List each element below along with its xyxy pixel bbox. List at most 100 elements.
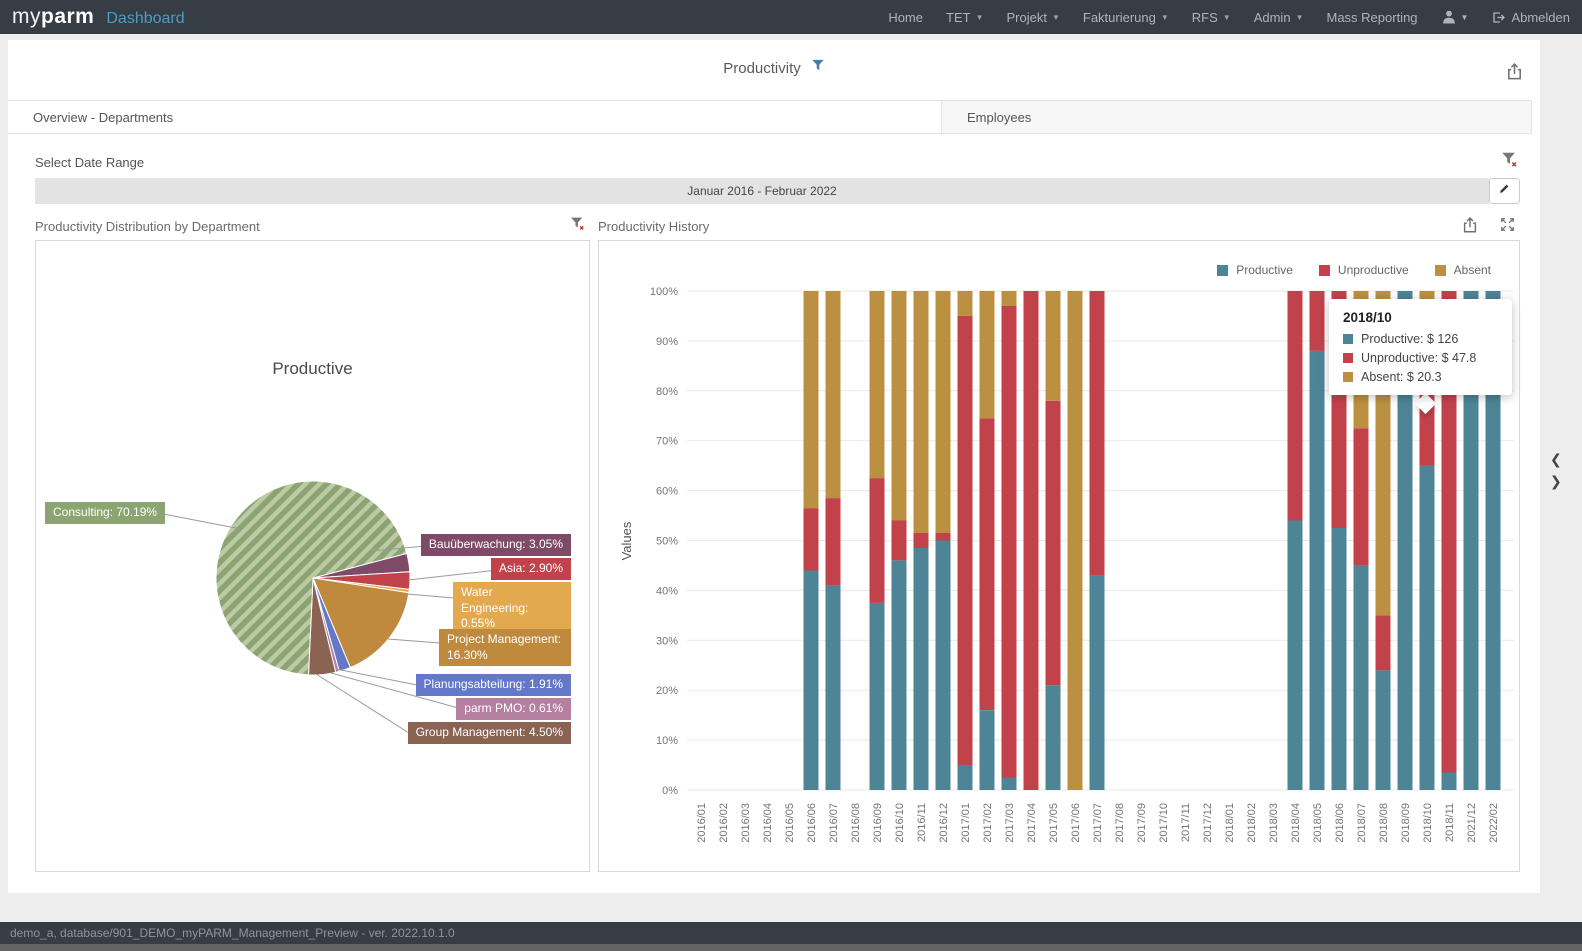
svg-text:2018/02: 2018/02 xyxy=(1246,803,1258,843)
chart-tooltip: 2018/10 Productive: $ 126 Unproductive: … xyxy=(1329,299,1512,395)
nav-item-projekt[interactable]: Projekt▼ xyxy=(1006,10,1059,25)
filter-clear-icon[interactable] xyxy=(569,216,586,237)
filter-clear-icon[interactable] xyxy=(1500,151,1519,174)
pie-panel: Productive Consulting: 70.19% Bauüb xyxy=(35,240,590,872)
svg-text:2018/10: 2018/10 xyxy=(1422,803,1434,843)
svg-text:2017/03: 2017/03 xyxy=(1004,803,1016,843)
caret-down-icon: ▼ xyxy=(976,13,984,22)
svg-text:2018/07: 2018/07 xyxy=(1356,803,1368,843)
tab-overview-departments[interactable]: Overview - Departments xyxy=(8,101,942,133)
logout-icon xyxy=(1491,10,1506,25)
logo-product-name: Dashboard xyxy=(106,10,184,28)
pie-label-bauueberwachung[interactable]: Bauüberwachung: 3.05% xyxy=(421,534,571,556)
nav-item-fakturierung[interactable]: Fakturierung▼ xyxy=(1083,10,1169,25)
pie-label-group-management[interactable]: Group Management: 4.50% xyxy=(408,722,571,744)
nav-item-admin[interactable]: Admin▼ xyxy=(1254,10,1304,25)
svg-text:2022/02: 2022/02 xyxy=(1488,803,1500,843)
side-pager: ❮ ❯ xyxy=(1550,452,1562,488)
tooltip-row-productive: Productive: $ 126 xyxy=(1343,332,1498,346)
edit-date-range-button[interactable] xyxy=(1489,178,1520,204)
date-range-input[interactable]: Januar 2016 - Februar 2022 xyxy=(35,178,1489,204)
svg-text:2018/08: 2018/08 xyxy=(1378,803,1390,843)
svg-text:2017/08: 2017/08 xyxy=(1114,803,1126,843)
svg-text:70%: 70% xyxy=(656,436,678,448)
chevron-right-icon[interactable]: ❯ xyxy=(1550,474,1562,488)
svg-text:20%: 20% xyxy=(656,685,678,697)
svg-text:2021/12: 2021/12 xyxy=(1466,803,1478,843)
svg-text:2016/02: 2016/02 xyxy=(718,803,730,843)
pie-label-project-management[interactable]: Project Management: 16.30% xyxy=(439,629,571,666)
svg-text:2018/04: 2018/04 xyxy=(1290,803,1302,843)
pencil-icon xyxy=(1498,182,1511,200)
svg-text:2016/11: 2016/11 xyxy=(916,803,928,842)
chevron-left-icon[interactable]: ❮ xyxy=(1550,452,1562,466)
caret-down-icon: ▼ xyxy=(1161,13,1169,22)
productive-swatch xyxy=(1343,334,1353,344)
share-icon[interactable] xyxy=(1505,62,1524,86)
user-menu[interactable]: ▼ xyxy=(1441,9,1469,25)
svg-text:2017/11: 2017/11 xyxy=(1180,803,1192,842)
absent-swatch xyxy=(1343,372,1353,382)
history-panel-title: Productivity History xyxy=(598,219,709,234)
svg-text:2017/07: 2017/07 xyxy=(1092,803,1104,843)
svg-text:30%: 30% xyxy=(656,635,678,647)
caret-down-icon: ▼ xyxy=(1296,13,1304,22)
history-panel: Productive Unproductive Absent 0%10%20%3… xyxy=(598,240,1520,872)
svg-text:50%: 50% xyxy=(656,536,678,548)
pie-label-planungsabteilung[interactable]: Planungsabteilung: 1.91% xyxy=(416,674,571,696)
svg-text:2017/01: 2017/01 xyxy=(960,803,972,843)
svg-text:2016/06: 2016/06 xyxy=(806,803,818,843)
svg-text:100%: 100% xyxy=(650,286,678,298)
svg-text:90%: 90% xyxy=(656,336,678,348)
nav-item-tet[interactable]: TET▼ xyxy=(946,10,983,25)
svg-text:2017/12: 2017/12 xyxy=(1202,803,1214,843)
svg-text:2016/12: 2016/12 xyxy=(938,803,950,843)
svg-text:2017/06: 2017/06 xyxy=(1070,803,1082,843)
svg-text:2016/05: 2016/05 xyxy=(784,803,796,843)
nav-item-mass-reporting[interactable]: Mass Reporting xyxy=(1326,10,1417,25)
bottom-strip xyxy=(0,944,1582,951)
pie-label-consulting[interactable]: Consulting: 70.19% xyxy=(45,502,165,524)
svg-text:2016/04: 2016/04 xyxy=(762,803,774,843)
svg-text:2018/03: 2018/03 xyxy=(1268,803,1280,843)
pie-chart-svg[interactable] xyxy=(36,241,589,871)
page-title: Productivity xyxy=(723,60,801,77)
person-icon xyxy=(1441,9,1457,25)
svg-text:2017/10: 2017/10 xyxy=(1158,803,1170,843)
svg-text:2018/11: 2018/11 xyxy=(1444,803,1456,842)
svg-text:40%: 40% xyxy=(656,585,678,597)
filter-icon[interactable] xyxy=(811,58,825,78)
unproductive-swatch xyxy=(1343,353,1353,363)
tooltip-row-unproductive: Unproductive: $ 47.8 xyxy=(1343,351,1498,365)
svg-text:60%: 60% xyxy=(656,486,678,498)
logo-my: my xyxy=(12,5,41,29)
svg-text:2017/09: 2017/09 xyxy=(1136,803,1148,843)
tab-employees[interactable]: Employees xyxy=(942,101,1532,133)
svg-text:2017/05: 2017/05 xyxy=(1048,803,1060,843)
nav-item-rfs[interactable]: RFS▼ xyxy=(1192,10,1231,25)
pie-label-parm-pmo[interactable]: parm PMO: 0.61% xyxy=(456,698,571,720)
app-logo[interactable]: myparm Dashboard xyxy=(12,5,185,29)
svg-text:2017/02: 2017/02 xyxy=(982,803,994,843)
share-icon[interactable] xyxy=(1461,216,1479,239)
pie-label-asia[interactable]: Asia: 2.90% xyxy=(491,558,571,580)
tab-bar: Overview - Departments Employees xyxy=(8,100,1532,134)
caret-down-icon: ▼ xyxy=(1052,13,1060,22)
svg-text:2016/03: 2016/03 xyxy=(740,803,752,843)
expand-icon[interactable] xyxy=(1499,216,1516,238)
svg-text:2016/01: 2016/01 xyxy=(696,803,708,843)
caret-down-icon: ▼ xyxy=(1223,13,1231,22)
svg-text:2017/04: 2017/04 xyxy=(1026,803,1038,843)
caret-down-icon: ▼ xyxy=(1461,13,1469,22)
logout-button[interactable]: Abmelden xyxy=(1491,10,1570,25)
tooltip-row-absent: Absent: $ 20.3 xyxy=(1343,370,1498,384)
nav-item-home[interactable]: Home xyxy=(888,10,923,25)
main-content-card: Productivity Overview - Departments Empl… xyxy=(8,40,1540,893)
svg-text:2016/09: 2016/09 xyxy=(872,803,884,843)
pie-slices xyxy=(216,481,410,675)
pie-label-water-engineering[interactable]: Water Engineering: 0.55% xyxy=(453,582,571,635)
pie-panel-title: Productivity Distribution by Department xyxy=(35,219,260,234)
svg-text:10%: 10% xyxy=(656,735,678,747)
svg-text:80%: 80% xyxy=(656,386,678,398)
svg-text:2018/05: 2018/05 xyxy=(1312,803,1324,843)
